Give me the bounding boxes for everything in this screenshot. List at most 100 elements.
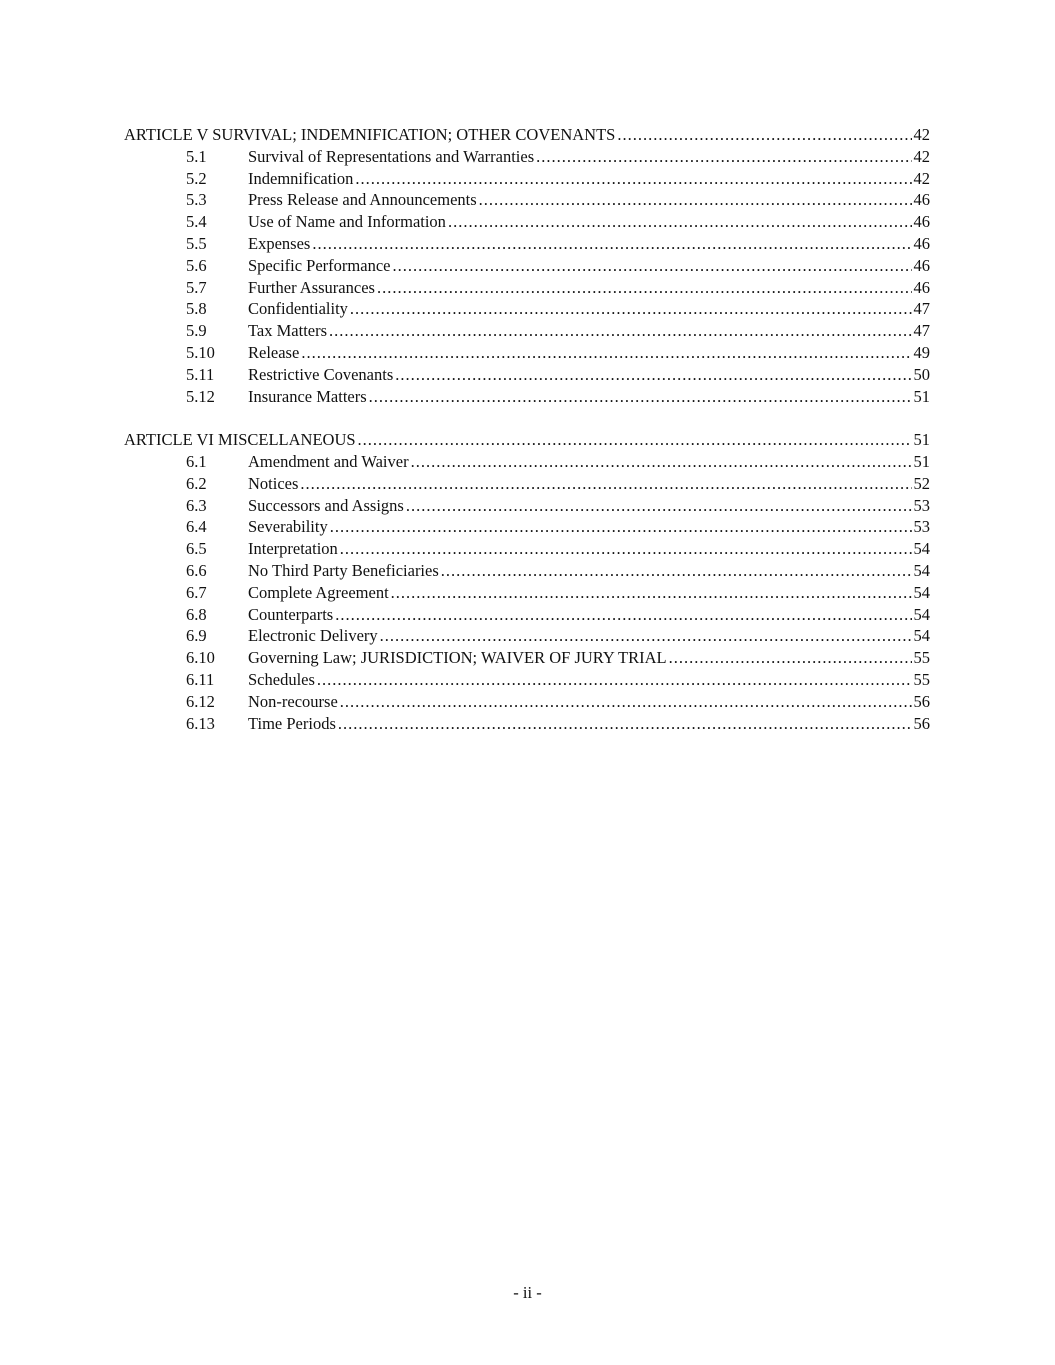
- toc-section-entry[interactable]: 6.2 Notices 52: [124, 473, 930, 495]
- section-title: Electronic Delivery: [248, 626, 378, 646]
- dot-leader: [338, 713, 912, 735]
- dot-leader: [300, 473, 911, 495]
- toc-section-entry[interactable]: 6.9 Electronic Delivery 54: [124, 625, 930, 647]
- section-title: Further Assurances: [248, 277, 375, 297]
- section-number: 6.10: [186, 648, 215, 668]
- page-ref: 51: [913, 451, 931, 471]
- toc-section-entry[interactable]: 6.3 Successors and Assigns 53: [124, 495, 930, 517]
- section-number: 6.7: [186, 582, 207, 602]
- page-ref: 42: [913, 146, 931, 166]
- page-ref: 53: [913, 517, 931, 537]
- dot-leader: [617, 124, 911, 146]
- page-ref: 46: [913, 255, 931, 275]
- section-number: 5.6: [186, 255, 207, 275]
- page-ref: 56: [913, 713, 931, 733]
- toc-section-entry[interactable]: 5.9 Tax Matters 47: [124, 320, 930, 342]
- dot-leader: [330, 516, 912, 538]
- dot-leader: [377, 277, 912, 299]
- section-title: Complete Agreement: [248, 582, 389, 602]
- section-number: 5.4: [186, 212, 207, 232]
- page-ref: 49: [913, 342, 931, 362]
- toc-article-entry[interactable]: ARTICLE VI MISCELLANEOUS 51: [124, 429, 930, 451]
- dot-leader: [350, 298, 912, 320]
- dot-leader: [395, 364, 911, 386]
- dot-leader: [369, 386, 912, 408]
- toc-section-entry[interactable]: 5.1 Survival of Representations and Warra…: [124, 146, 930, 168]
- page-ref: 46: [913, 233, 931, 253]
- toc-section-entry[interactable]: 5.10 Release 49: [124, 342, 930, 364]
- section-number: 5.1: [186, 146, 207, 166]
- toc-section-entry[interactable]: 6.11 Schedules 55: [124, 669, 930, 691]
- section-number: 5.8: [186, 299, 207, 319]
- page-ref: 56: [913, 691, 931, 711]
- table-of-contents: ARTICLE V SURVIVAL; INDEMNIFICATION; OTH…: [124, 124, 930, 734]
- page-ref: 46: [913, 190, 931, 210]
- section-title: Schedules: [248, 669, 315, 689]
- section-title: Time Periods: [248, 713, 336, 733]
- page-ref: 55: [913, 648, 931, 668]
- toc-section-entry[interactable]: 5.2 Indemnification 42: [124, 168, 930, 190]
- toc-section-entry[interactable]: 6.6 No Third Party Beneficiaries 54: [124, 560, 930, 582]
- section-number: 6.12: [186, 691, 215, 711]
- toc-section-entry[interactable]: 5.11 Restrictive Covenants 50: [124, 364, 930, 386]
- spacer: [124, 407, 930, 429]
- section-title: Non-recourse: [248, 691, 338, 711]
- section-title: Release: [248, 342, 300, 362]
- toc-section-entry[interactable]: 5.12 Insurance Matters 51: [124, 386, 930, 408]
- section-number: 5.12: [186, 386, 215, 406]
- page-ref: 42: [913, 125, 931, 144]
- toc-section-entry[interactable]: 5.4 Use of Name and Information 46: [124, 211, 930, 233]
- section-number: 6.11: [186, 669, 215, 689]
- section-title: Press Release and Announcements: [248, 190, 477, 210]
- page-ref: 47: [913, 321, 931, 341]
- section-title: Tax Matters: [248, 321, 328, 341]
- toc-section-entry[interactable]: 6.13 Time Periods 56: [124, 713, 930, 735]
- section-number: 6.3: [186, 495, 207, 515]
- section-title: Severability: [248, 517, 328, 537]
- dot-leader: [411, 451, 912, 473]
- dot-leader: [335, 604, 911, 626]
- toc-section-entry[interactable]: 5.3 Press Release and Announcements 46: [124, 189, 930, 211]
- dot-leader: [340, 538, 912, 560]
- dot-leader: [448, 211, 912, 233]
- page-ref: 47: [913, 299, 931, 319]
- toc-section-entry[interactable]: 6.1 Amendment and Waiver 51: [124, 451, 930, 473]
- section-title: Survival of Representations and Warranti…: [248, 146, 535, 166]
- page-ref: 55: [913, 669, 931, 689]
- article-heading: ARTICLE V SURVIVAL; INDEMNIFICATION; OTH…: [124, 125, 616, 144]
- section-title: Expenses: [248, 233, 311, 253]
- page-ref: 54: [913, 626, 931, 646]
- page-ref: 50: [913, 364, 931, 384]
- section-title: Notices: [248, 473, 299, 493]
- toc-section-entry[interactable]: 5.6 Specific Performance 46: [124, 255, 930, 277]
- section-number: 6.4: [186, 517, 207, 537]
- toc-section-entry[interactable]: 5.8 Confidentiality 47: [124, 298, 930, 320]
- section-title: Indemnification: [248, 168, 354, 188]
- section-number: 5.5: [186, 233, 207, 253]
- dot-leader: [392, 255, 911, 277]
- toc-section-entry[interactable]: 6.10 Governing Law; JURISDICTION; WAIVER …: [124, 647, 930, 669]
- section-title: Governing Law; JURISDICTION; WAIVER OF J…: [248, 648, 667, 668]
- section-title: Restrictive Covenants: [248, 364, 394, 384]
- page-ref: 54: [913, 604, 931, 624]
- toc-section-entry[interactable]: 6.12 Non-recourse 56: [124, 691, 930, 713]
- toc-section-entry[interactable]: 6.5 Interpretation 54: [124, 538, 930, 560]
- section-number: 5.3: [186, 190, 207, 210]
- section-number: 6.1: [186, 451, 207, 471]
- page-ref: 51: [913, 386, 931, 406]
- section-number: 6.8: [186, 604, 207, 624]
- page-ref: 52: [913, 473, 931, 493]
- page-ref: 54: [913, 582, 931, 602]
- section-number: 6.5: [186, 539, 207, 559]
- page-ref: 46: [913, 212, 931, 232]
- toc-section-entry[interactable]: 5.7 Further Assurances 46: [124, 277, 930, 299]
- dot-leader: [329, 320, 911, 342]
- toc-section-entry[interactable]: 6.8 Counterparts 54: [124, 604, 930, 626]
- dot-leader: [441, 560, 912, 582]
- toc-article-entry[interactable]: ARTICLE V SURVIVAL; INDEMNIFICATION; OTH…: [124, 124, 930, 146]
- dot-leader: [301, 342, 911, 364]
- toc-section-entry[interactable]: 6.7 Complete Agreement 54: [124, 582, 930, 604]
- toc-section-entry[interactable]: 6.4 Severability 53: [124, 516, 930, 538]
- dot-leader: [312, 233, 911, 255]
- toc-section-entry[interactable]: 5.5 Expenses 46: [124, 233, 930, 255]
